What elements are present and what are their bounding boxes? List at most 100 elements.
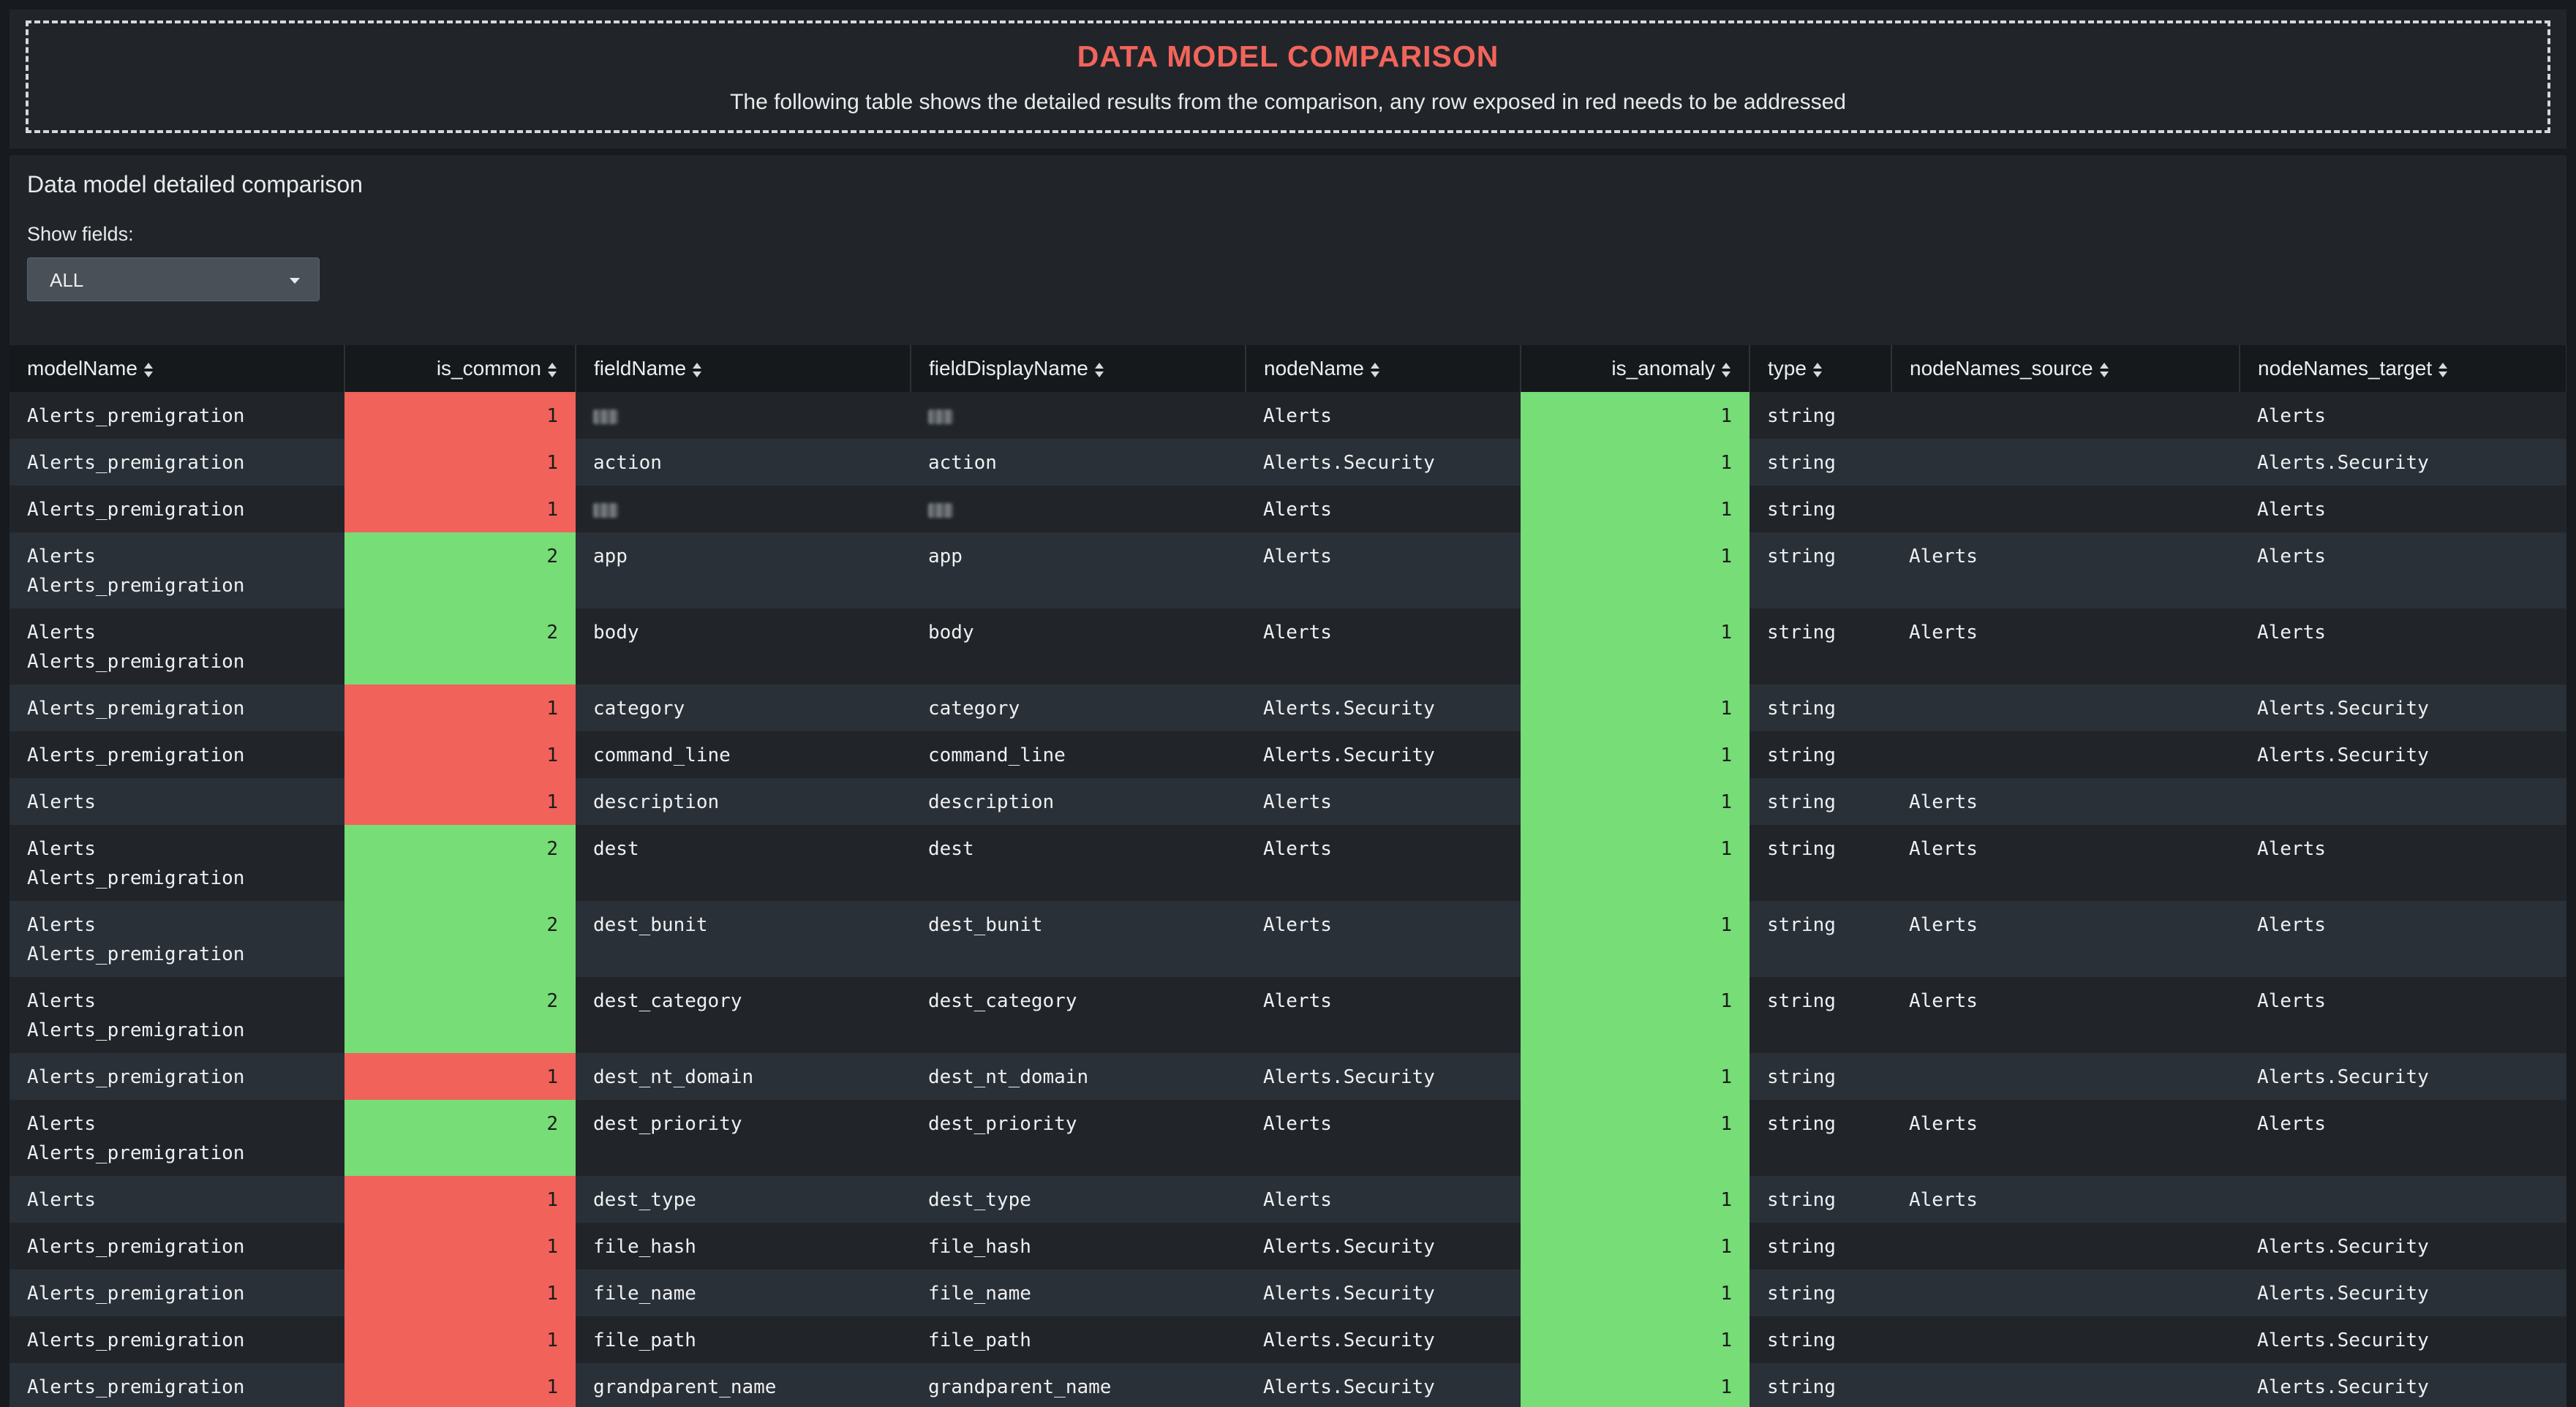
cell-nodeName: Alerts — [1246, 1176, 1521, 1223]
cell-target: Alerts — [2240, 977, 2566, 1053]
cell-fieldName: dest_priority — [576, 1100, 911, 1176]
cell-target: Alerts — [2240, 532, 2566, 608]
table-row: Alerts Alerts_premigration 2 dest_priority d… — [10, 1100, 2566, 1176]
cell-is_anomaly: 1 — [1521, 977, 1750, 1053]
cell-fieldName: command_line — [576, 731, 911, 778]
cell-nodeName: Alerts.Security — [1246, 1363, 1521, 1407]
cell-fieldDisplayName: file_path — [911, 1316, 1246, 1363]
table-row: Alerts_premigration 1 file_hash file_hash Al… — [10, 1223, 2566, 1270]
cell-is_common: 2 — [344, 532, 576, 608]
model-name-line: Alerts_premigration — [27, 1329, 245, 1351]
cell-fieldDisplayName: app — [911, 532, 1246, 608]
comparison-table: modelName is_common fieldName fieldDispl… — [10, 345, 2566, 1407]
cell-target: Alerts.Security — [2240, 439, 2566, 486]
column-header-type[interactable]: type — [1750, 345, 1892, 392]
cell-type: string — [1750, 825, 1891, 901]
cell-type: string — [1750, 486, 1891, 532]
cell-source: Alerts — [1891, 901, 2240, 977]
model-name-line: Alerts_premigration — [27, 943, 245, 965]
table-row: Alerts 1 dest_type dest_type Alerts 1 string Al… — [10, 1176, 2566, 1223]
cell-is_common: 1 — [344, 1270, 576, 1316]
model-name-line: Alerts_premigration — [27, 651, 245, 673]
table-row: Alerts_premigration 1 command_line command_… — [10, 731, 2566, 778]
cell-nodeName: Alerts — [1246, 392, 1521, 439]
cell-is_common: 1 — [344, 392, 576, 439]
cell-is_common: 1 — [344, 731, 576, 778]
cell-source: Alerts — [1891, 778, 2240, 825]
column-header-nodeName[interactable]: nodeName — [1246, 345, 1521, 392]
model-name-line: Alerts_premigration — [27, 1066, 245, 1088]
redacted-icon — [593, 502, 618, 518]
cell-source: Alerts — [1891, 977, 2240, 1053]
table-row: Alerts_premigration 1 file_name file_name Al… — [10, 1270, 2566, 1316]
cell-fieldName: grandparent_name — [576, 1363, 911, 1407]
table-row: Alerts 1 description description Alerts 1 stri… — [10, 778, 2566, 825]
cell-type: string — [1750, 1223, 1891, 1270]
sort-icon — [547, 362, 557, 378]
cell-target: Alerts — [2240, 901, 2566, 977]
cell-is_anomaly: 1 — [1521, 825, 1750, 901]
cell-modelName: Alerts_premigration — [10, 1053, 344, 1100]
cell-is_anomaly: 1 — [1521, 486, 1750, 532]
cell-target: Alerts — [2240, 608, 2566, 684]
table-row: Alerts_premigration 1 dest_nt_domain dest_n… — [10, 1053, 2566, 1100]
cell-modelName: Alerts Alerts_premigration — [10, 825, 344, 901]
cell-modelName: Alerts_premigration — [10, 486, 344, 532]
cell-modelName: Alerts_premigration — [10, 731, 344, 778]
column-header-is_common[interactable]: is_common — [344, 345, 576, 392]
cell-modelName: Alerts_premigration — [10, 392, 344, 439]
cell-source: Alerts — [1891, 1100, 2240, 1176]
column-header-is_anomaly[interactable]: is_anomaly — [1521, 345, 1750, 392]
model-name-line: Alerts_premigration — [27, 452, 245, 474]
table-row: Alerts_premigration 1 file_path file_path Al… — [10, 1316, 2566, 1363]
cell-fieldName: file_hash — [576, 1223, 911, 1270]
cell-source — [1891, 486, 2240, 532]
model-name-line: Alerts — [27, 1189, 96, 1211]
column-header-modelName[interactable]: modelName — [10, 345, 345, 392]
cell-source — [1891, 1316, 2240, 1363]
cell-source — [1891, 1270, 2240, 1316]
cell-is_common: 1 — [344, 1223, 576, 1270]
cell-type: string — [1750, 731, 1891, 778]
cell-fieldDisplayName: description — [911, 778, 1246, 825]
cell-modelName: Alerts_premigration — [10, 1270, 344, 1316]
cell-nodeName: Alerts — [1246, 486, 1521, 532]
cell-modelName: Alerts_premigration — [10, 684, 344, 731]
cell-nodeName: Alerts.Security — [1246, 439, 1521, 486]
redacted-icon — [593, 409, 618, 424]
cell-source: Alerts — [1891, 608, 2240, 684]
model-name-line: Alerts — [27, 914, 96, 936]
cell-nodeName: Alerts — [1246, 608, 1521, 684]
cell-is_anomaly: 1 — [1521, 392, 1750, 439]
model-name-line: Alerts — [27, 1113, 96, 1135]
column-header-fieldName[interactable]: fieldName — [576, 345, 911, 392]
show-fields-dropdown[interactable]: ALL — [27, 257, 320, 301]
cell-is_anomaly: 1 — [1521, 1053, 1750, 1100]
cell-is_common: 1 — [344, 486, 576, 532]
cell-fieldDisplayName: file_hash — [911, 1223, 1246, 1270]
cell-nodeName: Alerts.Security — [1246, 1053, 1521, 1100]
cell-modelName: Alerts Alerts_premigration — [10, 901, 344, 977]
cell-fieldName: description — [576, 778, 911, 825]
cell-nodeName: Alerts — [1246, 977, 1521, 1053]
cell-type: string — [1750, 439, 1891, 486]
sort-icon — [1812, 362, 1823, 378]
cell-fieldDisplayName: dest — [911, 825, 1246, 901]
cell-fieldDisplayName: category — [911, 684, 1246, 731]
comparison-panel: Data model detailed comparison Show fiel… — [10, 155, 2566, 1407]
cell-target — [2240, 1176, 2566, 1223]
column-header-nodeNames_source[interactable]: nodeNames_source — [1891, 345, 2240, 392]
table-row: Alerts_premigration 1 action action Alerts.S… — [10, 439, 2566, 486]
cell-type: string — [1750, 1316, 1891, 1363]
cell-modelName: Alerts_premigration — [10, 1316, 344, 1363]
cell-is_anomaly: 1 — [1521, 731, 1750, 778]
cell-modelName: Alerts_premigration — [10, 1223, 344, 1270]
cell-fieldDisplayName: dest_nt_domain — [911, 1053, 1246, 1100]
header-box: DATA MODEL COMPARISON The following tabl… — [26, 20, 2550, 133]
model-name-line: Alerts_premigration — [27, 867, 245, 889]
cell-fieldName: file_path — [576, 1316, 911, 1363]
column-header-fieldDisplayName[interactable]: fieldDisplayName — [911, 345, 1246, 392]
table-row: Alerts Alerts_premigration 2 dest_category d… — [10, 977, 2566, 1053]
column-header-nodeNames_target[interactable]: nodeNames_target — [2240, 345, 2566, 392]
model-name-line: Alerts_premigration — [27, 744, 245, 766]
